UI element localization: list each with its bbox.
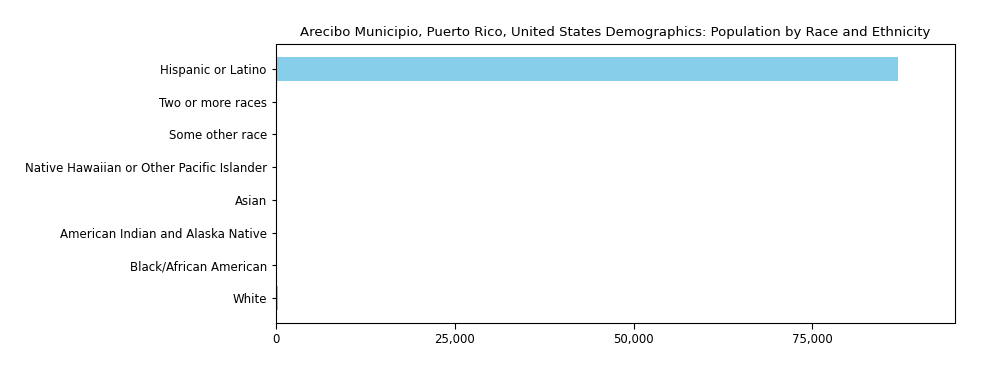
Bar [276, 122, 277, 147]
Bar [276, 286, 278, 310]
Title: Arecibo Municipio, Puerto Rico, United States Demographics: Population by Race a: Arecibo Municipio, Puerto Rico, United S… [300, 26, 931, 39]
Bar [276, 90, 277, 114]
Bar [276, 57, 898, 81]
